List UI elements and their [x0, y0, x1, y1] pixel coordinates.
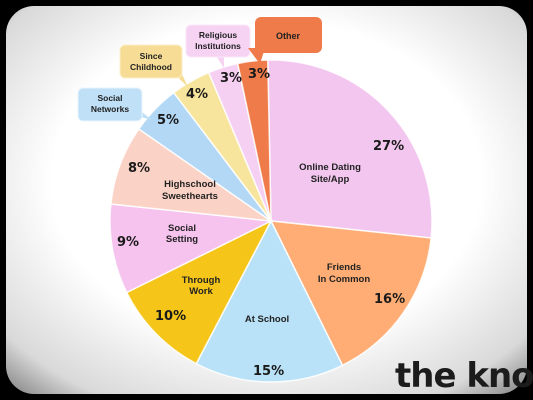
callout-religious: Religious Institutions — [185, 24, 251, 68]
callout-box-social-networks — [77, 87, 143, 122]
pct-label-online-dating: 27% — [373, 139, 404, 154]
pie-slice-other — [236, 59, 272, 222]
brand-logo: the knot — [395, 356, 533, 396]
pct-label-highschool: 8% — [128, 161, 150, 176]
cat-label-school: At School — [245, 314, 289, 325]
callout-since-childhood-line2: Childhood — [130, 62, 172, 72]
pie-slice-friends-in-common — [269, 220, 432, 367]
pct-label-social-networks: 5% — [157, 113, 179, 128]
pct-label-religious: 3% — [220, 71, 242, 86]
pct-label-school: 15% — [253, 364, 284, 379]
cat-label-highschool-line1: Highschool — [164, 179, 216, 190]
pie-slices — [109, 59, 433, 383]
callout-box-religious — [185, 24, 251, 58]
cat-label-work-line1: Through — [182, 275, 221, 286]
cat-label-friends-line2: In Common — [318, 274, 370, 285]
callout-religious-line1: Religious — [199, 30, 238, 40]
pct-label-friends: 16% — [374, 292, 405, 307]
cat-label-online-dating-line1: Online Dating — [299, 162, 361, 173]
cat-label-social-setting-line1: Social — [168, 223, 196, 234]
pct-label-other: 3% — [248, 67, 270, 82]
callout-box-other — [255, 17, 322, 53]
pie-slice-social-setting — [109, 203, 274, 294]
cat-label-friends-line1: Friends — [327, 262, 361, 273]
callout-box-since-childhood — [119, 44, 183, 79]
callout-other-label: Other — [276, 31, 301, 41]
cat-label-work-line2: Work — [189, 286, 213, 297]
pct-label-work: 10% — [155, 309, 186, 324]
callout-since-childhood-line1: Since — [140, 51, 163, 61]
cat-label-online-dating-line2: Site/App — [311, 174, 350, 185]
pie-slice-online-dating-site-app — [267, 59, 433, 239]
pie-slice-through-work — [125, 219, 273, 365]
callout-other: Other — [248, 17, 322, 64]
callout-since-childhood: Since Childhood — [119, 44, 188, 87]
pct-label-since-childhood: 4% — [186, 87, 208, 102]
pct-label-social-setting: 9% — [117, 235, 139, 250]
pie-slice-at-school — [195, 219, 344, 383]
callout-religious-line2: Institutions — [195, 41, 241, 51]
callout-social-networks-line1: Social — [97, 93, 122, 103]
cat-label-highschool-line2: Sweethearts — [162, 191, 218, 202]
callout-social-networks: Social Networks — [77, 87, 152, 122]
cat-label-social-setting-line2: Setting — [166, 234, 198, 245]
callout-social-networks-line2: Networks — [91, 104, 130, 114]
